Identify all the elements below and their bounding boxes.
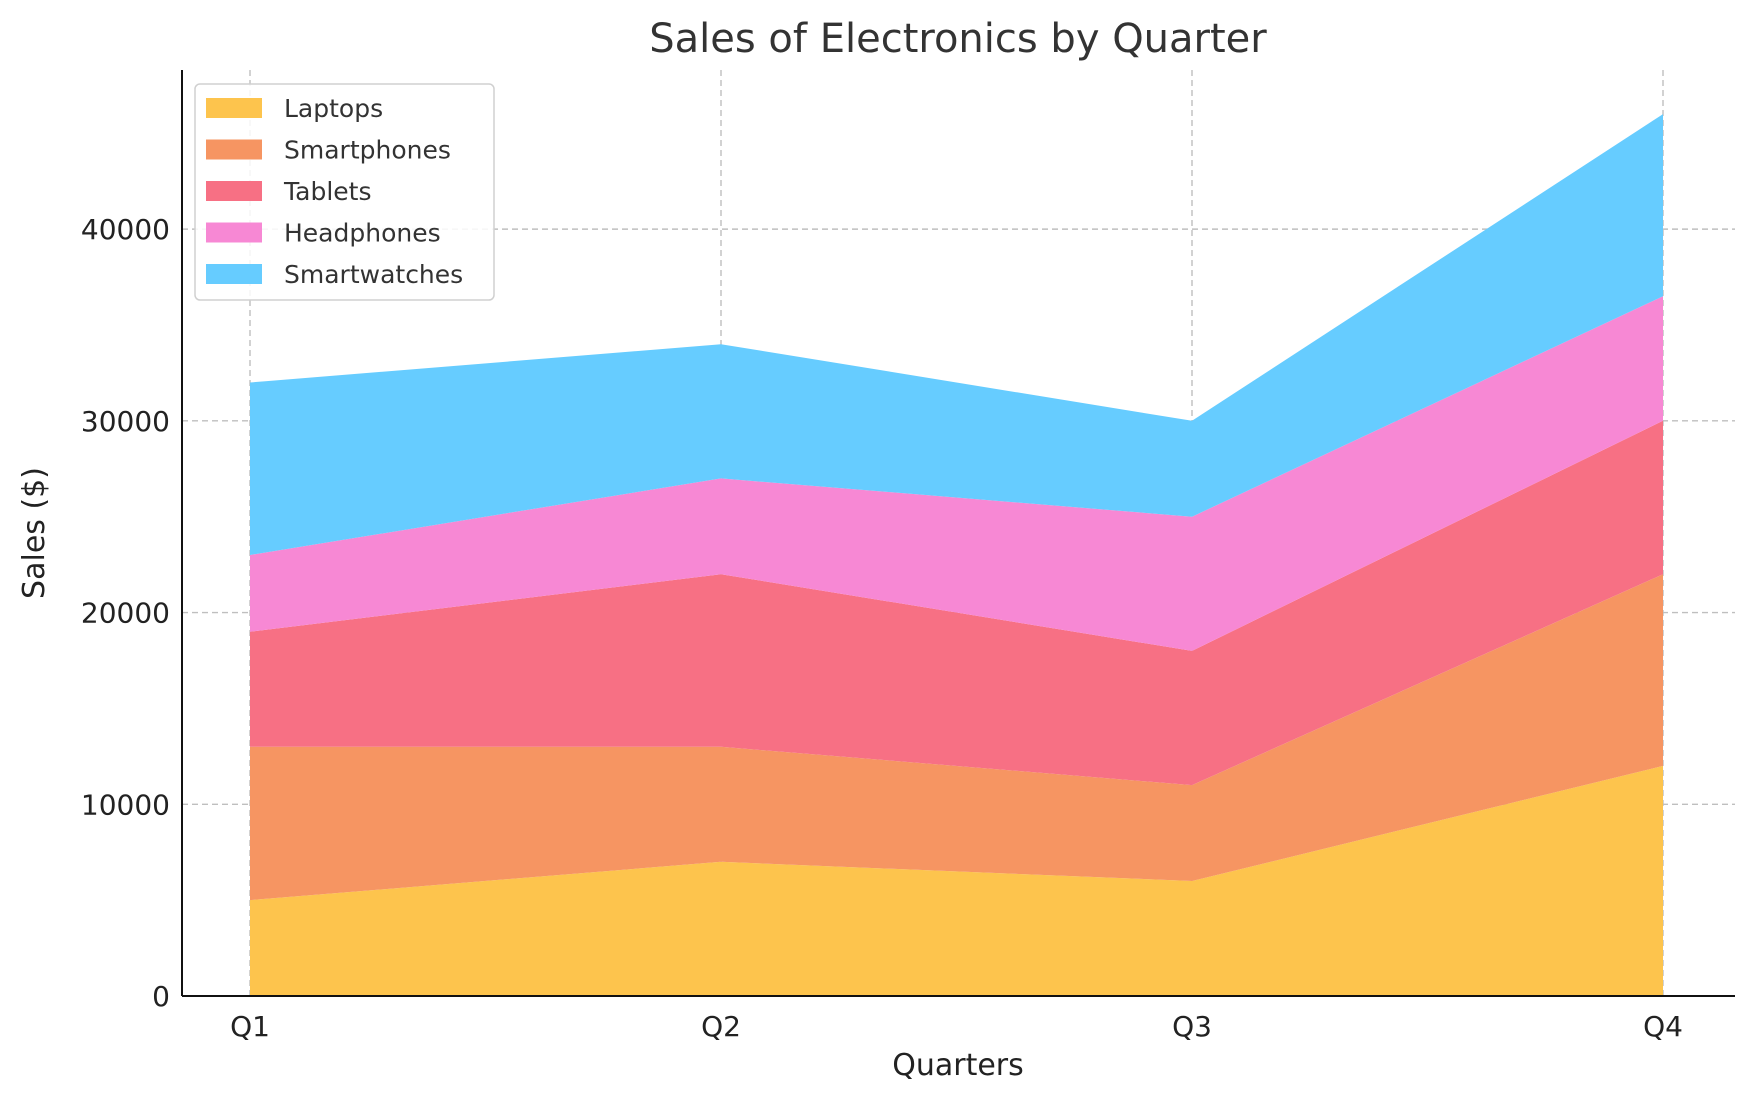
y-tick-label: 10000 [81, 788, 170, 821]
y-tick-label: 40000 [81, 213, 170, 246]
legend-swatch-laptops [206, 98, 262, 118]
legend-box [194, 83, 495, 301]
area-smartphones [250, 574, 1663, 901]
y-axis-label: Sales ($) [17, 467, 52, 599]
x-axis-label: Quarters [892, 1048, 1024, 1083]
x-tick-label: Q2 [701, 1010, 741, 1043]
area-tablets [250, 420, 1663, 786]
tick-labels: 0 10000 20000 30000 40000 Q1 Q2 Q3 Q4 [81, 213, 1683, 1043]
x-tick-label: Q4 [1643, 1010, 1683, 1043]
legend-label-tablets: Tablets [283, 177, 371, 206]
legend-label-smartphones: Smartphones [284, 136, 451, 165]
x-tick-label: Q1 [230, 1010, 270, 1043]
area-laptops [250, 765, 1663, 996]
legend-label-headphones: Headphones [284, 219, 441, 248]
legend: Laptops Smartphones Tablets Headphones Smart… [194, 83, 495, 301]
legend-label-smartwatches: Smartwatches [284, 260, 463, 289]
legend-label-laptops: Laptops [284, 94, 383, 123]
y-tick-label: 20000 [81, 597, 170, 630]
legend-swatch-headphones [206, 222, 262, 243]
area-series [250, 114, 1663, 996]
x-tick-label: Q3 [1172, 1010, 1212, 1043]
area-headphones [250, 296, 1663, 651]
y-tick-label: 30000 [81, 405, 170, 438]
area-smartwatches [250, 114, 1663, 555]
legend-swatch-smartwatches [206, 264, 262, 284]
axes [181, 70, 1735, 997]
y-tick-label: 0 [152, 980, 170, 1013]
legend-swatch-smartphones [206, 139, 262, 160]
chart-title: Sales of Electronics by Quarter [649, 16, 1267, 62]
legend-swatch-tablets [206, 181, 262, 201]
